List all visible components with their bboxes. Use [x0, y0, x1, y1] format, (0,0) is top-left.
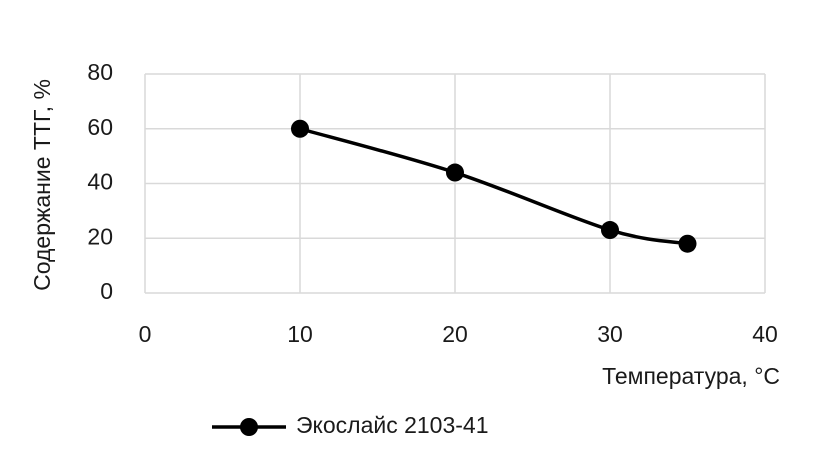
x-tick-label: 10 — [287, 321, 313, 347]
data-point — [678, 234, 697, 253]
y-tick-label: 40 — [87, 169, 113, 195]
series-line — [299, 127, 688, 246]
x-tick-label: 40 — [752, 321, 778, 347]
y-tick-label: 60 — [87, 114, 113, 140]
x-tick-label: 0 — [139, 321, 152, 347]
y-tick-label: 20 — [87, 223, 113, 249]
x-tick-label: 20 — [442, 321, 468, 347]
data-point — [446, 163, 464, 182]
y-tick-label: 80 — [87, 59, 113, 85]
y-axis-label: Содержание ТТГ, % — [29, 79, 55, 291]
data-point — [601, 221, 619, 240]
data-point — [291, 119, 309, 138]
legend-marker — [240, 418, 258, 436]
legend-label: Экослайс 2103-41 — [296, 412, 489, 438]
x-tick-label: 30 — [597, 321, 623, 347]
x-axis-label: Температура, °С — [602, 363, 780, 389]
y-tick-label: 0 — [100, 278, 113, 304]
